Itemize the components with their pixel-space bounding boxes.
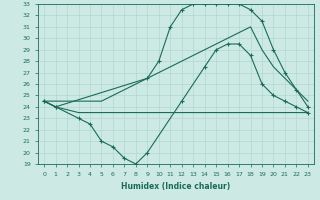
X-axis label: Humidex (Indice chaleur): Humidex (Indice chaleur) [121,182,231,191]
